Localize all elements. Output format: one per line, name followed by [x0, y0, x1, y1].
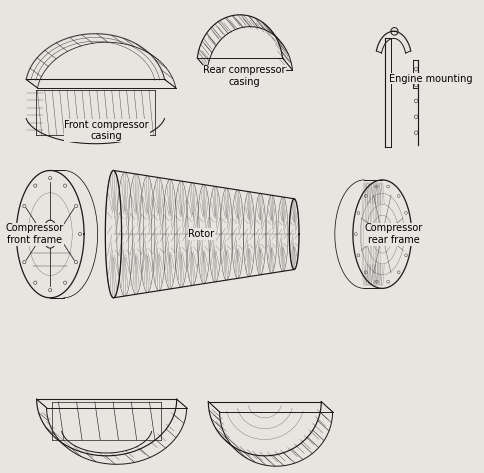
Text: Compressor
front frame: Compressor front frame [5, 223, 63, 245]
Text: Rotor: Rotor [188, 229, 214, 239]
Text: Engine mounting: Engine mounting [388, 73, 471, 84]
Text: Front compressor
casing: Front compressor casing [64, 120, 149, 141]
Text: Compressor
rear frame: Compressor rear frame [363, 223, 422, 245]
Text: Rear compressor
casing: Rear compressor casing [203, 65, 285, 87]
